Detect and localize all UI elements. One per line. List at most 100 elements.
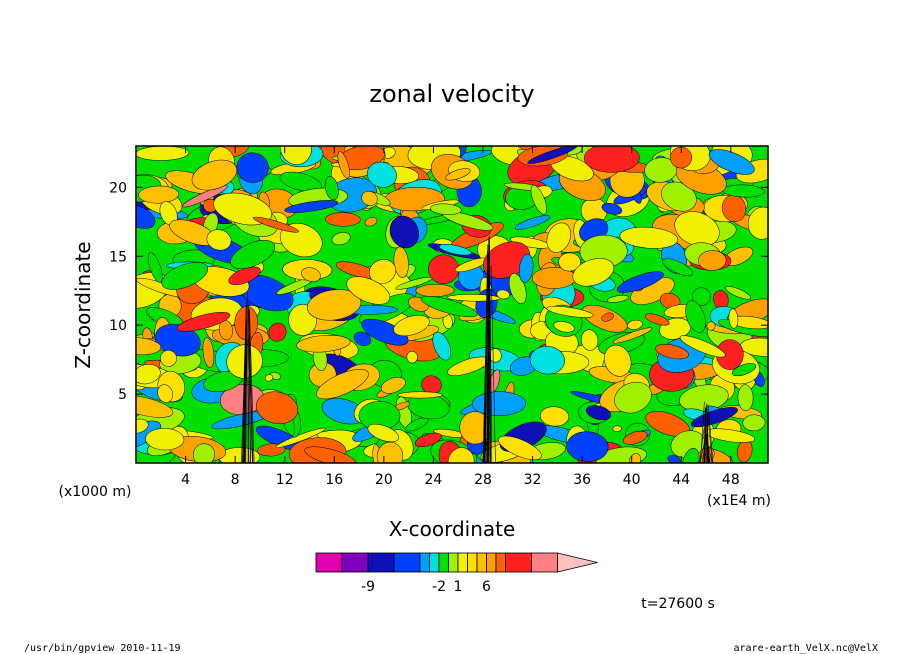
field-patch bbox=[616, 271, 664, 293]
field-patch bbox=[679, 335, 726, 358]
colorbar-segment bbox=[341, 552, 369, 573]
field-patch bbox=[659, 292, 681, 309]
plume-contour bbox=[484, 257, 489, 463]
field-patch bbox=[280, 146, 312, 165]
field-patch bbox=[367, 161, 397, 188]
y-tick-label: 20 bbox=[109, 180, 127, 196]
field-patch bbox=[304, 446, 357, 463]
plume-contour bbox=[249, 308, 255, 463]
field-patch bbox=[147, 252, 163, 283]
field-patch bbox=[622, 430, 648, 445]
field-patch bbox=[279, 171, 322, 192]
field-patch bbox=[496, 289, 510, 300]
field-patch bbox=[737, 384, 754, 412]
plume-contour bbox=[487, 250, 490, 463]
field-patch bbox=[747, 206, 768, 240]
field-patch bbox=[698, 250, 727, 271]
velocity-field bbox=[136, 146, 768, 463]
field-patch bbox=[138, 185, 179, 204]
y-axis-ticks: 5 10 15 20 bbox=[109, 180, 768, 403]
field-patch bbox=[346, 276, 391, 305]
y-tick-label: 5 bbox=[118, 387, 127, 403]
x-tick-label: 32 bbox=[524, 472, 542, 488]
field-patch bbox=[275, 427, 326, 448]
field-patch bbox=[546, 306, 594, 318]
field-patch bbox=[471, 391, 526, 417]
y-tick-label: 15 bbox=[109, 249, 127, 265]
field-patch bbox=[447, 447, 475, 463]
field-patch bbox=[253, 216, 299, 233]
x-tick-label: 4 bbox=[181, 472, 190, 488]
colorbar-label: 1 bbox=[454, 579, 463, 595]
y-unit-label: (x1000 m) bbox=[59, 484, 132, 500]
field-patch bbox=[191, 159, 238, 191]
colorbar-label: -9 bbox=[361, 579, 375, 595]
field-patch bbox=[553, 321, 575, 333]
field-patch bbox=[439, 243, 472, 256]
field-patch bbox=[145, 428, 185, 451]
field-patch bbox=[546, 222, 571, 253]
field-patch bbox=[414, 432, 442, 448]
field-patch bbox=[406, 350, 418, 364]
field-patch bbox=[691, 287, 711, 306]
plume-contour bbox=[706, 403, 708, 463]
field-patch bbox=[136, 337, 162, 356]
field-patch bbox=[488, 348, 502, 363]
x-tick-label: 28 bbox=[474, 472, 492, 488]
x-tick-label: 44 bbox=[672, 472, 690, 488]
plume-contour bbox=[245, 339, 248, 463]
field-patch bbox=[136, 363, 161, 385]
field-patch bbox=[655, 343, 689, 360]
plot-frame bbox=[135, 145, 769, 464]
field-patch bbox=[353, 331, 372, 346]
field-patch bbox=[393, 246, 409, 278]
field-patch bbox=[136, 395, 174, 418]
field-patch bbox=[612, 327, 653, 344]
field-patch bbox=[606, 295, 629, 303]
field-patch bbox=[176, 312, 231, 332]
plume-contour bbox=[699, 442, 705, 463]
x-axis-label: X-coordinate bbox=[389, 517, 516, 541]
field-patch bbox=[566, 431, 609, 462]
colorbar-segment bbox=[419, 552, 430, 573]
field-patch bbox=[367, 423, 400, 443]
colorbar-segment bbox=[505, 552, 532, 573]
colorbar-segment bbox=[393, 552, 421, 573]
field-patch bbox=[644, 313, 670, 326]
field-patch bbox=[361, 190, 378, 206]
field-patch bbox=[236, 152, 269, 183]
field-patch bbox=[558, 252, 581, 272]
field-patch bbox=[337, 151, 350, 179]
field-patch bbox=[529, 346, 565, 375]
colorbar-segment bbox=[438, 552, 449, 573]
field-patch bbox=[255, 391, 299, 425]
field-patch bbox=[325, 212, 361, 227]
field-patch bbox=[581, 329, 599, 351]
field-patch bbox=[725, 286, 752, 300]
plume-contour bbox=[248, 309, 251, 463]
field-patch bbox=[307, 289, 362, 321]
field-patch bbox=[296, 335, 351, 353]
field-patch bbox=[518, 253, 534, 283]
x-tick-label: 48 bbox=[722, 472, 740, 488]
field-patch bbox=[160, 350, 177, 367]
plume-contour bbox=[703, 408, 706, 463]
field-patch bbox=[530, 184, 547, 215]
field-patch bbox=[182, 185, 228, 208]
field-patch bbox=[202, 337, 215, 368]
field-patch bbox=[674, 211, 720, 247]
colorbar-arrow bbox=[557, 552, 598, 573]
field-patch bbox=[136, 420, 162, 450]
field-patch bbox=[301, 267, 321, 282]
plume-contour bbox=[700, 401, 705, 463]
field-patch bbox=[284, 200, 339, 213]
colorbar-segment bbox=[495, 552, 506, 573]
x-tick-label: 36 bbox=[573, 472, 591, 488]
field-patch bbox=[572, 258, 615, 287]
field-patch bbox=[706, 321, 716, 331]
field-patch bbox=[627, 319, 643, 330]
field-patch bbox=[514, 215, 551, 230]
field-patch bbox=[445, 168, 471, 181]
field-patch bbox=[731, 363, 757, 377]
field-patch bbox=[432, 331, 452, 361]
